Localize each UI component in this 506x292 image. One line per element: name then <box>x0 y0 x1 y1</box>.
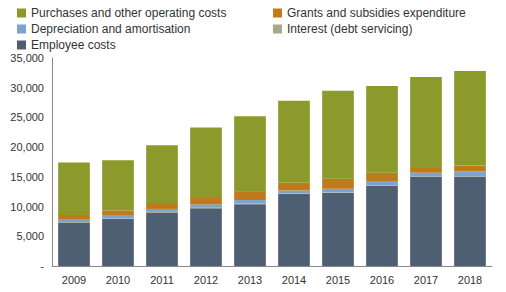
svg-text:20,000: 20,000 <box>10 141 44 153</box>
svg-text:Interest (debt servicing): Interest (debt servicing) <box>287 22 412 36</box>
svg-text:2018: 2018 <box>458 274 482 286</box>
svg-text:Employee costs: Employee costs <box>31 38 116 52</box>
svg-text:30,000: 30,000 <box>10 82 44 94</box>
svg-text:2013: 2013 <box>238 274 262 286</box>
svg-text:2017: 2017 <box>414 274 438 286</box>
svg-text:2012: 2012 <box>194 274 218 286</box>
svg-text:2014: 2014 <box>282 274 306 286</box>
svg-text:2015: 2015 <box>326 274 350 286</box>
svg-text:10,000: 10,000 <box>10 201 44 213</box>
svg-text:2010: 2010 <box>106 274 130 286</box>
svg-text:Purchases and other operating: Purchases and other operating costs <box>31 6 226 20</box>
svg-text:5,000: 5,000 <box>16 230 44 242</box>
svg-text:25,000: 25,000 <box>10 111 44 123</box>
svg-text:Grants and subsidies expenditu: Grants and subsidies expenditure <box>287 6 466 20</box>
svg-text:Depreciation and amortisation: Depreciation and amortisation <box>31 22 190 36</box>
svg-text:2016: 2016 <box>370 274 394 286</box>
svg-text:35,000: 35,000 <box>10 52 44 64</box>
svg-text:2011: 2011 <box>150 274 174 286</box>
svg-text:-: - <box>40 260 44 272</box>
svg-text:15,000: 15,000 <box>10 171 44 183</box>
svg-text:2009: 2009 <box>62 274 86 286</box>
